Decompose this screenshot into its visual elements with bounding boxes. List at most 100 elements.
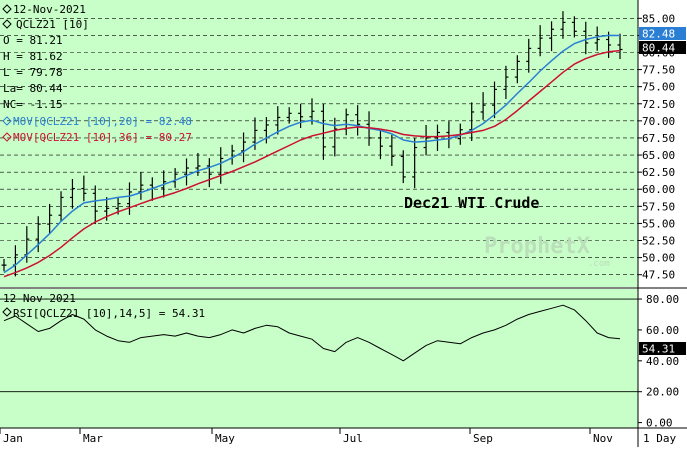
price-tick-label: 52.50	[642, 235, 675, 248]
time-tick-label: May	[215, 432, 235, 445]
rsi-panel-background[interactable]	[0, 289, 638, 428]
legend-ma20: MOV[QCLZ21 [10],20] = 82.48	[13, 115, 192, 128]
rsi-tick-label: 0.00	[646, 417, 673, 430]
rsi-tag-box	[639, 342, 686, 355]
last-price-tag-text: 80.44	[642, 42, 675, 55]
ohlc-bar	[263, 117, 269, 144]
ohlc-bar	[92, 185, 98, 225]
diamond-icon	[2, 307, 12, 317]
legend-nc-value: -1.15	[30, 98, 63, 111]
legend-net-change: NC= -1.15	[3, 98, 63, 111]
time-axis-background	[0, 428, 687, 447]
ma36-line	[3, 49, 621, 278]
period-label[interactable]: 1 Day	[643, 432, 676, 445]
price-tick-label: 47.50	[642, 269, 675, 282]
legend-date: 12-Nov-2021	[13, 3, 86, 16]
rsi-legend-date: 12-Nov-2021	[3, 292, 76, 305]
legend-high-value: 81.62	[30, 50, 63, 63]
ohlc-bar	[126, 182, 132, 215]
ohlc-bar	[1, 258, 7, 272]
ohlc-bar	[514, 55, 520, 84]
legend-last-label: La	[3, 82, 16, 95]
watermark-sub: .com	[588, 259, 610, 269]
rsi-axis[interactable]: 0.00 20.00 40.00 60.00 80.00	[638, 293, 679, 430]
legend-nc-label: NC	[3, 98, 16, 111]
legend-high-label: H	[3, 50, 10, 63]
ohlc-bar	[58, 191, 64, 222]
price-panel-background[interactable]	[0, 0, 638, 287]
legend-symbol: QCLZ21 [10]	[16, 18, 89, 31]
ohlc-bar	[355, 105, 361, 136]
ohlc-bar	[434, 124, 440, 151]
price-tick-label: 72.50	[642, 98, 675, 111]
ohlc-bar	[332, 117, 338, 157]
ohlc-bar	[617, 33, 623, 60]
ohlc-bar	[286, 107, 292, 124]
price-tick-label: 70.00	[642, 115, 675, 128]
legend-low-label: L	[3, 66, 10, 79]
watermark-text: ProphetX	[484, 234, 590, 259]
chart-title: Dec21 WTI Crude	[404, 194, 539, 212]
rsi-tick-label: 80.00	[646, 293, 679, 306]
ohlc-bar	[400, 150, 406, 184]
legend-open-value: 81.21	[30, 34, 63, 47]
price-tick-label: 57.50	[642, 200, 675, 213]
ohlc-bar	[537, 25, 543, 57]
ohlc-bar	[571, 16, 577, 38]
ohlc-bar	[81, 175, 87, 202]
watermark: ProphetX .com	[484, 234, 610, 269]
legend-ma36-label: MOV[QCLZ21 [10],36]	[13, 131, 139, 144]
legend-ma20-value: 82.48	[159, 115, 192, 128]
ohlc-bar	[275, 106, 281, 135]
ma20-tag-text: 82.48	[642, 28, 675, 41]
legend-last-value: 80.44	[30, 82, 63, 95]
diamond-icon	[2, 116, 12, 126]
ohlc-bar	[377, 130, 383, 160]
ohlc-bar	[206, 158, 212, 188]
price-tick-label: 77.50	[642, 64, 675, 77]
ohlc-bar	[412, 137, 418, 189]
ma20-price-tag: 82.48	[639, 27, 686, 41]
ohlc-bar	[389, 134, 395, 166]
diamond-icon	[2, 4, 12, 14]
rsi-gridlines	[0, 298, 638, 393]
ohlc-bar	[560, 11, 566, 39]
rsi-legend-label: RSI[QCLZ21 [10],14,5]	[13, 307, 152, 320]
ma20-line	[3, 34, 621, 274]
legend-ma20-label: MOV[QCLZ21 [10],20]	[13, 115, 139, 128]
rsi-legend-value: 54.31	[172, 307, 205, 320]
rsi-line	[3, 304, 621, 362]
legend-ma36: MOV[QCLZ21 [10],36] = 80.27	[13, 131, 192, 144]
rsi-tag-text: 54.31	[642, 343, 675, 356]
rsi-value-tag: 54.31	[639, 342, 686, 356]
ohlc-bar	[35, 216, 41, 253]
ohlc-bar	[320, 103, 326, 160]
ohlc-bar	[241, 132, 247, 163]
last-price-tag: 80.44	[639, 41, 686, 55]
legend-open-label: O	[3, 34, 10, 47]
ohlc-bar	[298, 103, 304, 129]
ma20-tag-box	[639, 27, 686, 40]
time-tick-label: Jan	[3, 432, 23, 445]
legend-low: L = 79.78	[3, 66, 63, 79]
legend-low-value: 79.78	[30, 66, 63, 79]
ohlc-bar	[480, 92, 486, 120]
time-tick-label: Jul	[343, 432, 363, 445]
ohlc-bar	[469, 102, 475, 142]
price-tick-label: 85.00	[642, 12, 675, 25]
rsi-tick-label: 20.00	[646, 386, 679, 399]
legend-last: La= 80.44	[3, 82, 63, 95]
ohlc-bar	[184, 158, 190, 186]
price-gridlines	[0, 18, 638, 275]
price-tick-label: 50.00	[642, 252, 675, 265]
ohlc-bar	[594, 26, 600, 51]
time-tick-label: Mar	[83, 432, 103, 445]
rsi-legend: RSI[QCLZ21 [10],14,5] = 54.31	[13, 307, 205, 320]
ohlc-bar	[218, 147, 224, 184]
price-tick-label: 65.00	[642, 149, 675, 162]
ohlc-bar	[492, 81, 498, 119]
diamond-icon	[2, 132, 12, 142]
